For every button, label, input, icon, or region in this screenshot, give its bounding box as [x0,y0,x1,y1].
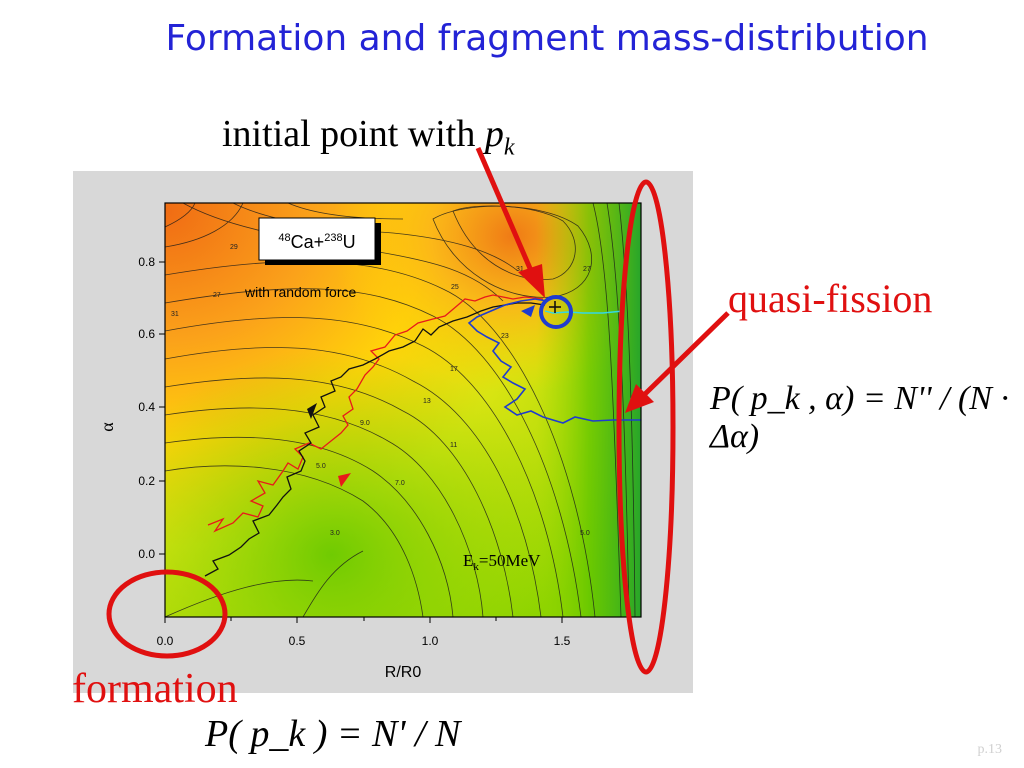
reaction-b: U [343,232,356,252]
contour-label: 9.0 [360,420,370,427]
x-axis-label: R/R0 [385,664,422,681]
contour-field: 29 27 31 25 31 27 23 17 13 9.0 11 7.0 5.… [165,203,641,617]
initial-sub: k [503,134,515,161]
y-tick-label: 0.2 [138,474,155,488]
x-tick-label: 0.0 [157,634,174,648]
trajectory-red [207,294,544,533]
contour-label: 17 [450,366,458,373]
contour-label: 5.0 [580,530,590,537]
energy-sub: k [473,561,479,573]
contour-label: 27 [213,292,221,299]
energy-val: =50MeV [479,551,541,570]
x-tick-label: 1.0 [422,634,439,648]
random-force-label: with random force [244,284,356,300]
eq1-text: P( p_k , α) = N'' / (N · Δα) [710,380,1009,455]
contour-label: 7.0 [395,480,405,487]
trajectory-blue [467,298,641,424]
contour-label: 31 [516,266,524,273]
energy-E: E [463,551,473,570]
arrow-head-black [307,403,317,419]
cross-marker [549,301,561,313]
reaction-label: 48Ca+238U [278,232,355,252]
y-ticks [159,261,165,555]
trajectory-black [204,302,546,577]
contour-label: 27 [583,266,591,273]
potential-energy-plot: 29 27 31 25 31 27 23 17 13 9.0 11 7.0 5.… [97,202,642,681]
energy-label: Ek=50MeV [463,551,541,573]
contour-label: 3.0 [330,530,340,537]
contour-label: 29 [230,244,238,251]
arrow-head-blue [521,305,535,317]
initial-var: p [484,113,504,155]
y-axis-label: α [97,422,117,432]
contour-label: 31 [171,311,179,318]
trajectory-cyan [544,310,624,314]
page-number: p.13 [977,742,1003,757]
probability-equation: P( p_k ) = N' / N [205,712,460,756]
eq2-text: P( p_k ) = N' / N [205,713,461,755]
quasi-fission-label: quasi-fission [728,276,933,321]
y-tick-label: 0.4 [138,400,155,414]
probability-equation-alpha: P( p_k , α) = N'' / (N · Δα) [710,380,1024,456]
x-ticks [164,617,629,623]
x-tick-label: 1.5 [554,634,571,648]
contour-label: 11 [450,442,457,449]
plot-panel: 29 27 31 25 31 27 23 17 13 9.0 11 7.0 5.… [73,171,693,693]
contour-label: 25 [451,284,459,291]
initial-point-label: initial point with pk [222,112,514,162]
contour-label: 23 [501,333,509,340]
y-tick-label: 0.6 [138,327,155,341]
reaction-box [258,217,376,261]
x-tick-label: 0.5 [289,634,306,648]
contour-label: 13 [423,398,431,405]
arrow-head-red [338,473,351,487]
reaction-a: Ca+ [291,232,325,252]
y-tick-label: 0.8 [138,255,155,269]
contour-label: 5.0 [316,463,326,470]
page-title: Formation and fragment mass-distribution [165,18,929,59]
reaction-pre1: 48 [278,232,290,244]
initial-text: initial point with [222,113,485,155]
formation-label: formation [72,666,238,712]
initial-point-circle [539,295,573,329]
reaction-pre2: 238 [324,232,342,244]
y-tick-label: 0.0 [138,547,155,561]
